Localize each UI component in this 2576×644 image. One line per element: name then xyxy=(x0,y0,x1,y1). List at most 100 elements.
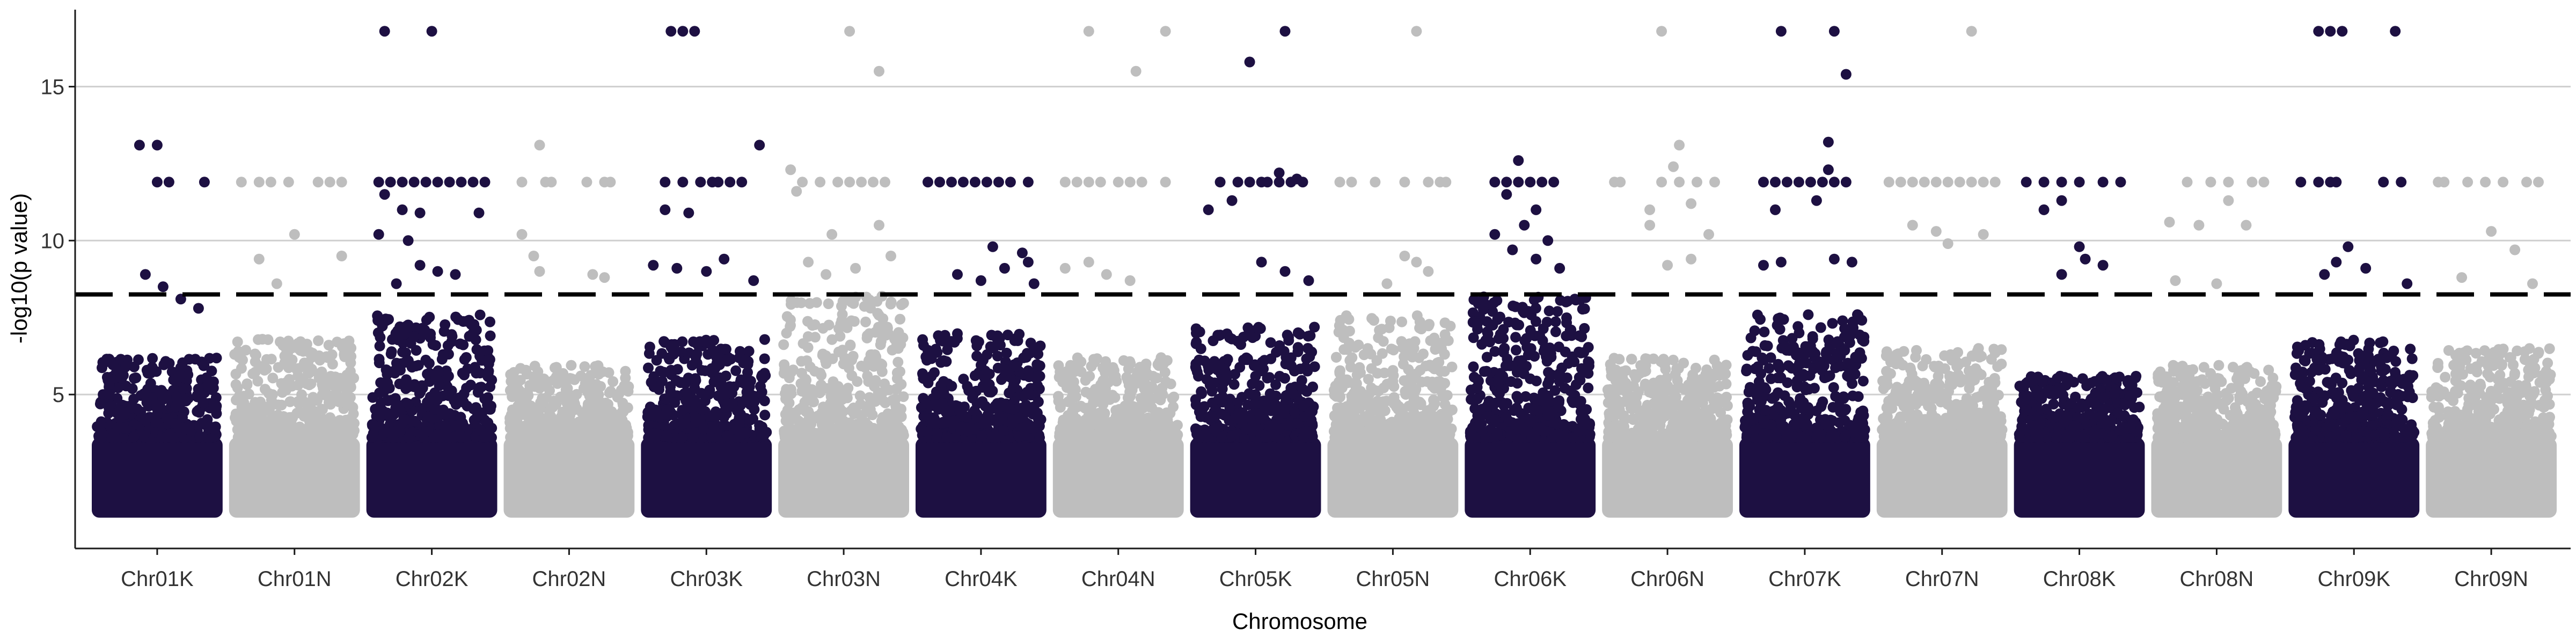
bulk-point xyxy=(918,340,929,351)
top-hit-point xyxy=(832,177,844,188)
bulk-point xyxy=(178,432,189,443)
top-hit-point xyxy=(587,269,598,280)
bulk-point xyxy=(1493,373,1504,384)
bulk-point xyxy=(942,416,953,428)
bulk-point xyxy=(1414,316,1425,327)
bulk-point xyxy=(745,414,756,426)
bulk-point xyxy=(1213,359,1225,370)
bulk-point xyxy=(207,423,218,435)
top-hit-point xyxy=(379,26,390,37)
top-hit-point xyxy=(312,177,324,188)
bulk-point xyxy=(281,345,292,356)
bulk-point xyxy=(1071,416,1082,427)
bulk-point xyxy=(603,367,614,378)
bulk-point xyxy=(670,375,682,386)
bulk-point xyxy=(1505,376,1517,387)
bulk-point xyxy=(741,393,752,405)
bulk-point xyxy=(1208,423,1219,434)
bulk-point xyxy=(1333,326,1344,338)
bulk-point xyxy=(1480,335,1491,346)
bulk-point xyxy=(1553,369,1564,380)
bulk-point xyxy=(152,418,164,428)
bulk-point xyxy=(759,409,771,421)
top-hit-point xyxy=(414,260,426,271)
bulk-point xyxy=(107,359,119,370)
bulk-point xyxy=(524,411,536,422)
bulk-point xyxy=(606,406,617,417)
top-hit-point xyxy=(456,177,467,188)
bulk-point xyxy=(377,320,388,332)
top-hit-point xyxy=(534,140,545,151)
bulk-point xyxy=(320,390,332,401)
bulk-point xyxy=(1472,318,1483,329)
bulk-point xyxy=(891,339,902,350)
bulk-point xyxy=(1468,371,1480,383)
bulk-point xyxy=(686,360,698,371)
bulk-point xyxy=(644,341,655,353)
bulk-point xyxy=(885,296,897,308)
bulk-point xyxy=(1063,396,1074,407)
top-hit-point xyxy=(450,269,461,280)
bulk-point xyxy=(602,432,613,443)
bulk-point xyxy=(1518,368,1529,379)
top-hit-point xyxy=(1536,177,1548,188)
data-points xyxy=(92,26,2557,518)
bulk-point xyxy=(590,402,601,413)
bulk-point xyxy=(668,349,679,360)
bulk-point xyxy=(551,371,562,382)
bulk-point xyxy=(1334,367,1345,377)
bulk-point xyxy=(274,418,285,429)
bulk-point xyxy=(485,423,496,434)
bulk-point xyxy=(447,331,458,342)
bulk-point xyxy=(801,355,813,367)
bulk-point xyxy=(422,369,433,379)
bulk-point xyxy=(1265,337,1276,348)
bulk-point xyxy=(1362,416,1373,427)
bulk-point xyxy=(230,369,241,379)
bulk-point xyxy=(430,372,442,383)
bulk-point xyxy=(474,368,486,379)
bulk-point xyxy=(480,431,491,443)
chromosome-Chr04K xyxy=(916,177,1046,518)
bulk-point xyxy=(1558,430,1569,441)
top-hit-point xyxy=(253,177,265,188)
bulk-point xyxy=(837,309,848,320)
bulk-point xyxy=(1264,420,1275,431)
chromosome-Chr02N xyxy=(503,140,635,518)
top-hit-point xyxy=(534,266,545,277)
bulk-point xyxy=(1255,365,1267,377)
bulk-point xyxy=(1025,422,1036,434)
bulk-point xyxy=(895,313,906,325)
bulk-point xyxy=(532,425,543,436)
top-hit-point xyxy=(516,229,528,240)
bulk-point xyxy=(677,405,688,416)
bulk-point xyxy=(1243,388,1255,399)
bulk-point xyxy=(1031,407,1043,419)
bulk-point xyxy=(941,432,952,443)
bulk-point xyxy=(345,380,356,392)
bulk-point xyxy=(1065,360,1076,371)
top-hit-point xyxy=(1507,244,1518,255)
top-hit-point xyxy=(874,219,884,231)
bulk-point xyxy=(1279,372,1290,384)
bulk-point xyxy=(388,409,399,420)
top-hit-point xyxy=(1279,266,1291,277)
bulk-point xyxy=(927,400,938,411)
bulk-point xyxy=(1199,429,1210,441)
bulk-point xyxy=(94,398,106,409)
bulk-point xyxy=(1379,405,1391,416)
top-hit-point xyxy=(797,177,808,188)
top-hit-point xyxy=(1124,177,1136,188)
bulk-point xyxy=(1400,389,1411,400)
bulk-point xyxy=(778,339,789,350)
bulk-point xyxy=(421,328,432,340)
top-hit-point xyxy=(1071,177,1082,188)
bulk-point xyxy=(1552,306,1563,317)
bulk-point xyxy=(722,430,733,442)
bulk-point xyxy=(189,354,201,365)
bulk-point xyxy=(823,298,834,309)
bulk-point xyxy=(211,400,222,412)
bulk-point xyxy=(982,349,993,360)
bulk-point xyxy=(707,421,719,433)
bulk-point xyxy=(241,378,253,390)
